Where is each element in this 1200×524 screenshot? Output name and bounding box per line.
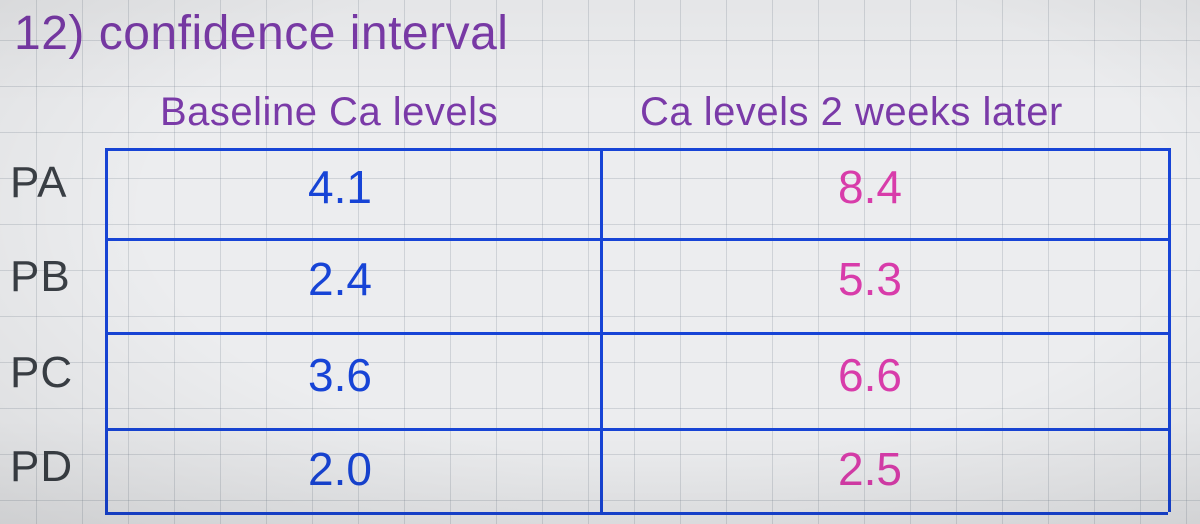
- table-rule-left: [105, 148, 108, 512]
- cell-pc-2weeks: 6.6: [838, 348, 902, 402]
- cell-pc-baseline: 3.6: [308, 348, 372, 402]
- row-label-pb: PB: [10, 252, 71, 302]
- column-header-baseline: Baseline Ca levels: [160, 90, 498, 135]
- table-rule-row2: [105, 332, 1168, 335]
- row-label-pd: PD: [10, 442, 73, 492]
- page-title: 12) confidence interval: [14, 6, 508, 61]
- row-label-pa: PA: [10, 158, 67, 208]
- cell-pd-baseline: 2.0: [308, 442, 372, 496]
- table-rule-row3: [105, 428, 1168, 431]
- table-rule-row1: [105, 238, 1168, 241]
- column-header-2weeks: Ca levels 2 weeks later: [640, 90, 1063, 135]
- table-rule-mid: [600, 148, 603, 512]
- table-rule-top: [105, 148, 1168, 151]
- cell-pb-baseline: 2.4: [308, 252, 372, 306]
- cell-pd-2weeks: 2.5: [838, 442, 902, 496]
- cell-pa-baseline: 4.1: [308, 160, 372, 214]
- cell-pa-2weeks: 8.4: [838, 160, 902, 214]
- table-rule-bottom: [105, 512, 1168, 515]
- row-label-pc: PC: [10, 348, 73, 398]
- cell-pb-2weeks: 5.3: [838, 252, 902, 306]
- table-rule-right: [1168, 148, 1171, 512]
